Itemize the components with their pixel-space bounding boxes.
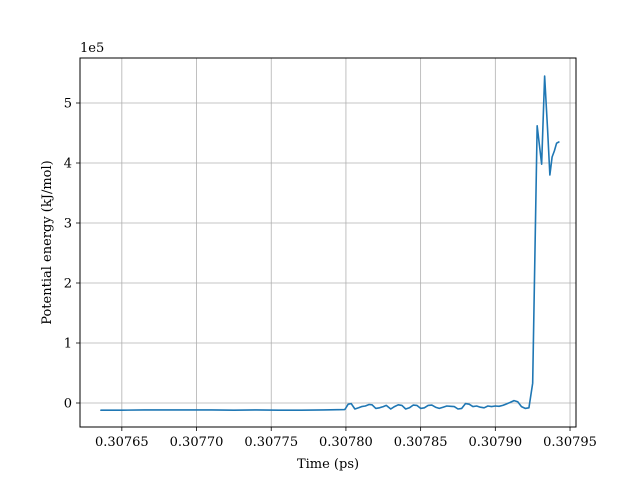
series-layer <box>100 75 560 412</box>
y-tick-label: 5 <box>64 97 72 112</box>
x-tick-label: 0.30770 <box>170 435 224 450</box>
x-tick-label: 0.30780 <box>319 435 373 450</box>
x-axis-ticks: 0.30765 0.30770 0.30775 0.30780 0.30785 0.307… <box>95 427 597 450</box>
y-tick-label: 3 <box>64 217 72 232</box>
x-tick-label: 0.30795 <box>543 435 597 450</box>
series-line-0 <box>100 75 560 412</box>
x-tick-label: 0.30765 <box>95 435 149 450</box>
y-tick-label: 4 <box>64 157 72 172</box>
y-axis-ticks: 0 1 2 3 4 5 <box>64 97 80 412</box>
y-tick-label: 0 <box>64 397 72 412</box>
y-tick-label: 1 <box>64 337 72 352</box>
x-tick-label: 0.30785 <box>394 435 448 450</box>
x-axis-label: Time (ps) <box>297 457 359 472</box>
y-tick-label: 2 <box>64 277 72 292</box>
y-offset-label: 1e5 <box>80 41 104 56</box>
grid <box>80 58 576 427</box>
y-axis-label: Potential energy (kJ/mol) <box>40 160 55 324</box>
plot-frame <box>79 57 577 428</box>
x-tick-label: 0.30775 <box>244 435 298 450</box>
x-tick-label: 0.30790 <box>468 435 522 450</box>
